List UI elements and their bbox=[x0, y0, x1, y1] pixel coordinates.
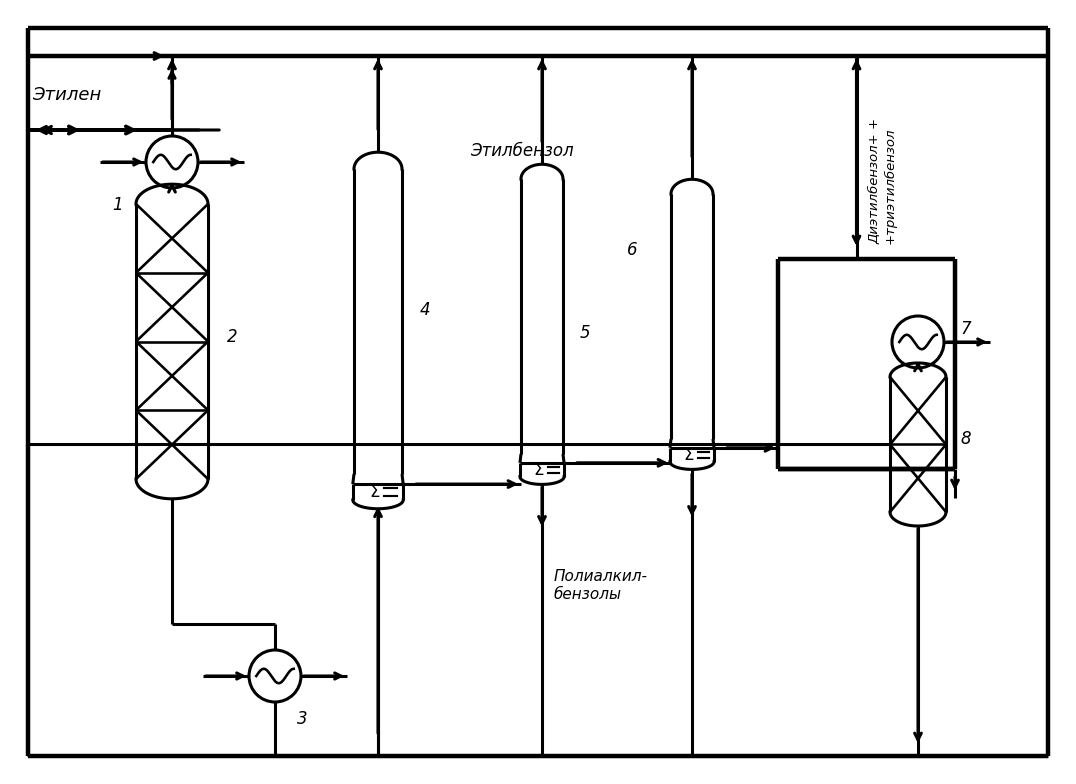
Text: 6: 6 bbox=[627, 241, 638, 260]
Text: Этилен: Этилен bbox=[32, 86, 101, 104]
Text: 8: 8 bbox=[960, 430, 971, 448]
Text: Диэтилбензол+ +
+триэтилбензол: Диэтилбензол+ + +триэтилбензол bbox=[868, 118, 896, 244]
Text: $\Sigma$: $\Sigma$ bbox=[683, 446, 695, 464]
Text: Полиалкил-
бензолы: Полиалкил- бензолы bbox=[554, 569, 648, 602]
Text: 4: 4 bbox=[420, 301, 430, 319]
Text: 3: 3 bbox=[297, 710, 308, 728]
Text: 5: 5 bbox=[580, 325, 591, 343]
Text: $\Sigma$: $\Sigma$ bbox=[369, 483, 381, 501]
Text: 1: 1 bbox=[112, 196, 123, 214]
Text: 7: 7 bbox=[960, 320, 971, 338]
Text: 2: 2 bbox=[227, 328, 238, 346]
Text: $\Sigma$: $\Sigma$ bbox=[534, 461, 544, 479]
Text: Этилбензол: Этилбензол bbox=[470, 142, 574, 160]
